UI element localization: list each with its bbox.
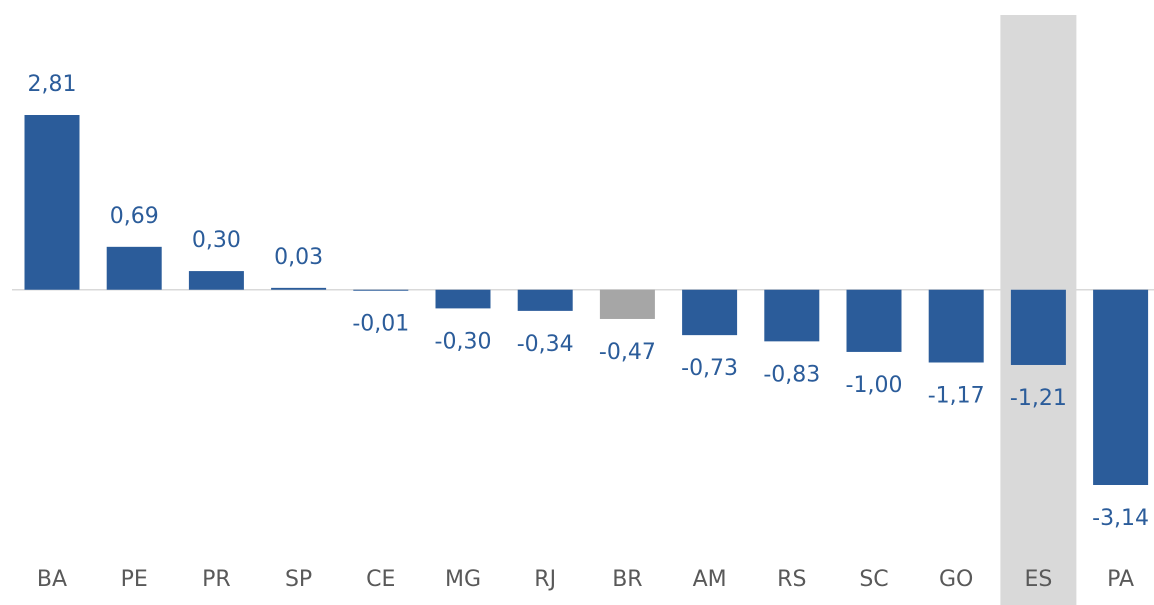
data-label: -1,17	[928, 383, 985, 408]
data-label: -0,47	[599, 340, 656, 365]
bar	[271, 287, 327, 290]
x-tick-label: ES	[1024, 567, 1052, 592]
bar	[846, 289, 902, 352]
bar	[599, 289, 655, 319]
bar	[106, 246, 162, 290]
data-label: -0,30	[435, 329, 492, 354]
x-tick-label: PA	[1107, 567, 1134, 592]
bar	[188, 271, 244, 290]
bar	[24, 115, 80, 290]
x-tick-label: BR	[612, 567, 642, 592]
bar	[1010, 289, 1066, 365]
x-tick-label: MG	[445, 567, 481, 592]
bar	[353, 289, 409, 291]
data-label: -0,73	[681, 356, 738, 381]
data-label: -0,34	[517, 332, 574, 357]
marks-layer: BA PE PR SP CE MG RJ BR AM RS SC GO ES PA 2,81 0,69 0,30…	[24, 72, 1149, 592]
x-tick-label: SP	[285, 567, 312, 592]
bar	[928, 289, 984, 363]
x-tick-label: GO	[939, 567, 973, 592]
x-tick-label: RS	[777, 567, 806, 592]
data-label: -1,00	[846, 373, 903, 398]
x-tick-label: AM	[693, 567, 727, 592]
x-tick-label: PE	[121, 567, 148, 592]
bar	[435, 289, 491, 309]
data-label: 0,30	[192, 228, 241, 253]
data-label: -0,01	[352, 311, 409, 336]
bar	[517, 289, 573, 311]
data-label: -1,21	[1010, 386, 1067, 411]
data-label: 0,69	[110, 204, 159, 229]
x-tick-label: BA	[37, 567, 67, 592]
data-label: 0,03	[274, 245, 323, 270]
x-tick-label: PR	[202, 567, 231, 592]
x-tick-label: CE	[366, 567, 395, 592]
bar	[764, 289, 820, 342]
data-label: 2,81	[28, 72, 77, 97]
data-label: -0,83	[763, 362, 820, 387]
bar	[682, 289, 738, 336]
data-label: -3,14	[1092, 506, 1149, 531]
bar	[1093, 289, 1149, 485]
x-tick-label: RJ	[534, 567, 556, 592]
x-tick-label: SC	[859, 567, 888, 592]
